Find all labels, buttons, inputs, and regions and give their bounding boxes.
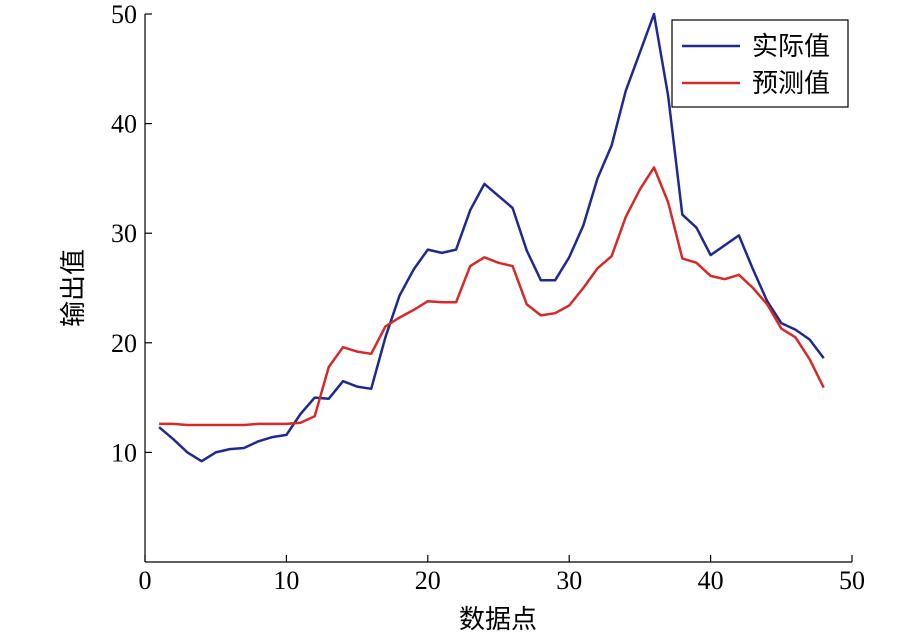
axes bbox=[144, 13, 853, 563]
x-axis-title: 数据点 bbox=[459, 605, 537, 635]
x-tick-label: 50 bbox=[839, 566, 865, 595]
x-tick-label: 40 bbox=[698, 566, 724, 595]
series-line-predicted bbox=[159, 166, 825, 427]
legend-label-actual: 实际值 bbox=[752, 32, 830, 62]
series-lines bbox=[158, 12, 825, 463]
legend: 实际值 预测值 bbox=[671, 19, 849, 108]
x-tick-label: 10 bbox=[273, 566, 299, 595]
series-line-actual bbox=[158, 12, 825, 463]
x-tick-label: 20 bbox=[415, 566, 441, 595]
y-tick-label: 30 bbox=[111, 219, 137, 248]
y-tick-label: 50 bbox=[111, 0, 137, 29]
legend-label-predicted: 预测值 bbox=[752, 69, 830, 99]
x-tick-label: 0 bbox=[139, 566, 152, 595]
x-tick-label: 30 bbox=[556, 566, 582, 595]
tick-labels: 0 10 20 30 40 50 10 20 30 40 50 bbox=[111, 0, 865, 595]
y-axis-title: 输出值 bbox=[59, 249, 89, 327]
y-tick-label: 40 bbox=[111, 110, 137, 139]
legend-box bbox=[671, 19, 849, 108]
y-tick-label: 10 bbox=[111, 438, 137, 467]
y-tick-label: 20 bbox=[111, 329, 137, 358]
